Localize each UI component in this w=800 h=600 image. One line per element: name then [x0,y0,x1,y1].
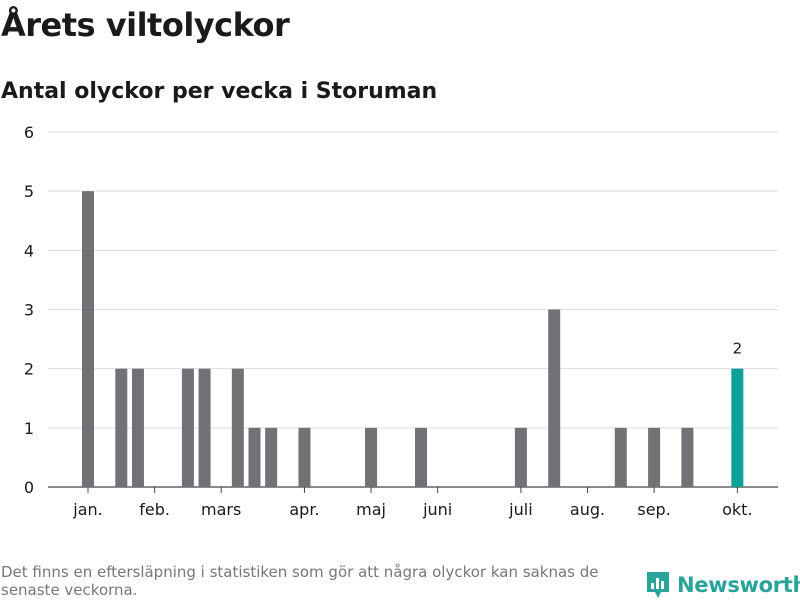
brand-logo[interactable]: Newsworthy [645,570,800,600]
bar [548,309,561,487]
x-tick-label: juli [508,500,532,519]
footnote: Det finns en eftersläpning i statistiken… [1,563,599,599]
x-axis-ticks: jan. feb. mars apr. maj juni juli aug. sep. okt. [72,487,753,519]
highlight-value-label: 2 [733,340,743,358]
bar [231,368,244,487]
x-tick-label: jan. [72,500,102,519]
bar-labels: 2 [733,340,743,358]
x-tick-label: juni [422,500,452,519]
x-tick-label: feb. [139,500,170,519]
y-tick-label: 5 [24,182,34,201]
chart-title: Årets viltolyckor [1,6,290,44]
y-axis-ticks: 0 1 2 3 4 5 6 [24,123,34,497]
bar [365,427,378,487]
bar [248,427,261,487]
bar [614,427,627,487]
bar [181,368,194,487]
x-tick-label: aug. [570,500,605,519]
bar [648,427,661,487]
bar [82,191,94,487]
bar-highlight [731,368,744,487]
brand-name: Newsworthy [677,573,800,597]
gridlines [48,131,778,488]
bar [265,427,278,487]
x-tick-label: apr. [289,500,319,519]
x-tick-label: maj [356,500,386,519]
bar [681,427,694,487]
bar-chart-speech-bubble-icon [647,572,669,598]
bar [115,368,128,487]
x-tick-label: okt. [722,500,752,519]
bar [131,368,144,487]
y-tick-label: 2 [24,360,34,379]
y-tick-label: 1 [24,419,34,438]
bar [415,427,427,487]
y-tick-label: 3 [24,301,34,320]
x-tick-label: mars [201,500,241,519]
bar [198,368,211,487]
x-tick-label: sep. [637,500,670,519]
y-tick-label: 6 [24,123,34,142]
chart-subtitle: Antal olyckor per vecka i Storuman [1,79,438,104]
bar [514,427,527,487]
y-tick-label: 4 [24,241,34,260]
bars [82,191,744,487]
bar [298,427,311,487]
y-tick-label: 0 [24,478,34,497]
bar-chart: 0 1 2 3 4 5 6 2 jan. feb. mars apr. maj juni juli aug… [24,123,778,519]
